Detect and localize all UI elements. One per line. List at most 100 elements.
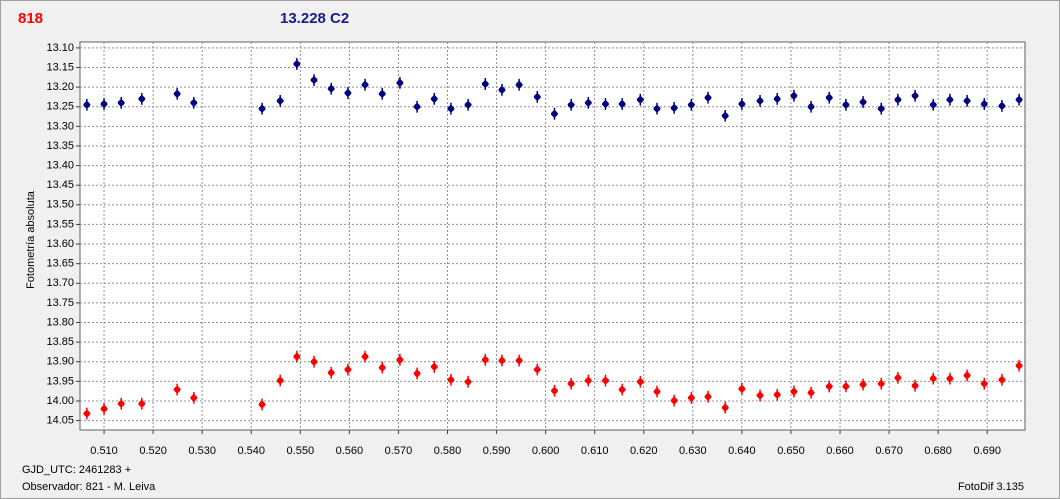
y-tick-label: 13.75 — [46, 297, 74, 309]
data-point — [138, 95, 146, 103]
data-point — [378, 364, 386, 372]
y-axis-label: Fotometría absoluta — [25, 190, 37, 289]
data-point — [756, 97, 764, 105]
y-tick-label: 13.35 — [46, 140, 74, 152]
y-tick-label: 13.30 — [46, 120, 74, 132]
x-tick-label: 0.690 — [973, 445, 1001, 457]
data-point — [138, 400, 146, 408]
observer: Observador: 821 - M. Leiva — [22, 481, 156, 493]
data-point — [911, 92, 919, 100]
data-point — [911, 382, 919, 390]
data-point — [1015, 362, 1023, 370]
x-tick-label: 0.620 — [630, 445, 658, 457]
data-point — [396, 356, 404, 364]
data-point — [721, 112, 729, 120]
data-point — [533, 366, 541, 373]
data-point — [602, 100, 609, 108]
plot-area — [79, 41, 1026, 431]
data-point — [653, 105, 661, 113]
x-tick-label: 0.600 — [532, 445, 560, 457]
x-tick-label: 0.520 — [139, 445, 167, 457]
x-tick-label: 0.660 — [826, 445, 854, 457]
y-tick-label: 13.85 — [46, 336, 74, 348]
data-point — [773, 95, 781, 103]
data-point — [293, 353, 301, 361]
data-point — [481, 356, 489, 364]
x-tick-label: 0.590 — [483, 445, 511, 457]
x-tick-label: 0.570 — [385, 445, 413, 457]
y-tick-label: 13.60 — [46, 238, 74, 250]
y-tick-label: 13.10 — [46, 42, 74, 54]
data-point — [447, 105, 455, 113]
x-tick-label: 0.640 — [728, 445, 756, 457]
x-tick-label: 0.630 — [679, 445, 707, 457]
data-point — [756, 392, 764, 399]
data-point — [327, 369, 335, 377]
comparison-label: 13.228 C2 — [280, 10, 349, 27]
data-point — [618, 386, 626, 394]
data-point — [825, 383, 833, 390]
data-point — [773, 391, 781, 399]
data-point — [859, 381, 867, 388]
data-point — [413, 103, 421, 111]
software: FotoDif 3.135 — [958, 481, 1024, 493]
data-point — [567, 101, 575, 109]
data-point — [687, 394, 695, 402]
data-point — [430, 95, 438, 103]
data-point — [894, 374, 902, 382]
data-point — [498, 86, 506, 94]
x-tick-label: 0.530 — [188, 445, 216, 457]
y-tick-label: 13.90 — [46, 356, 74, 368]
data-point — [963, 372, 971, 379]
y-tick-label: 14.05 — [46, 414, 74, 426]
y-tick-label: 13.50 — [46, 199, 74, 211]
y-tick-label: 13.95 — [46, 375, 74, 387]
y-tick-label: 13.40 — [46, 159, 74, 171]
x-tick-label: 0.550 — [287, 445, 315, 457]
y-tick-label: 13.55 — [46, 218, 74, 230]
data-point — [842, 383, 850, 390]
x-tick-label: 0.670 — [875, 445, 903, 457]
y-tick-label: 13.45 — [46, 179, 74, 191]
data-point — [100, 405, 108, 413]
data-point — [670, 397, 678, 404]
data-point — [190, 99, 198, 107]
data-point — [117, 400, 125, 408]
x-tick-label: 0.540 — [237, 445, 265, 457]
x-axis-label: GJD_UTC: 2461283 + — [22, 464, 131, 476]
data-point — [100, 100, 108, 108]
x-tick-label: 0.580 — [434, 445, 462, 457]
data-point — [998, 376, 1006, 384]
data-point — [584, 377, 592, 384]
data-point — [464, 378, 472, 386]
data-point — [258, 105, 266, 113]
data-point — [653, 388, 661, 395]
data-point — [618, 100, 626, 108]
data-point — [602, 377, 609, 384]
data-point — [946, 96, 954, 104]
data-point — [963, 97, 971, 105]
y-tick-label: 14.00 — [46, 395, 74, 407]
y-tick-label: 13.25 — [46, 101, 74, 113]
data-point — [998, 102, 1006, 110]
data-point — [481, 80, 489, 88]
y-tick-label: 13.20 — [46, 81, 74, 93]
data-point — [842, 101, 850, 109]
data-point — [173, 386, 181, 394]
data-point — [344, 366, 352, 373]
data-point — [327, 85, 335, 93]
data-point — [980, 380, 988, 388]
data-point — [276, 377, 284, 384]
data-point — [584, 99, 592, 107]
data-point — [515, 357, 523, 364]
data-point — [83, 410, 91, 417]
data-point — [877, 380, 885, 388]
x-tick-label: 0.510 — [90, 445, 118, 457]
data-point — [636, 378, 644, 386]
data-point — [807, 103, 815, 111]
data-point — [498, 357, 506, 364]
data-point — [929, 101, 937, 109]
data-point — [738, 100, 746, 108]
data-point — [464, 101, 472, 109]
